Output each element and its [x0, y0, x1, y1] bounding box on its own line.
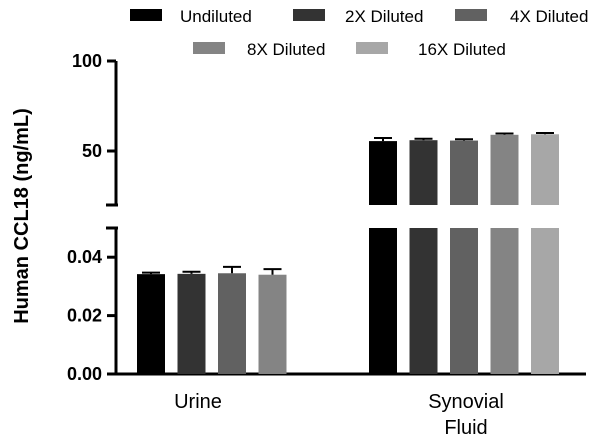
- bar: [531, 134, 559, 205]
- bar: [490, 228, 519, 374]
- legend-swatch: [356, 42, 388, 54]
- y-tick-label: 50: [82, 141, 102, 161]
- x-axis-labels: Urine Synovial Fluid: [174, 391, 504, 439]
- legend-label: 16X Diluted: [418, 40, 506, 59]
- legend: Undiluted 2X Diluted 4X Diluted 8X Diluted 1…: [130, 7, 588, 59]
- y-tick-label: 0.04: [67, 247, 102, 267]
- bar: [490, 134, 519, 205]
- legend-label: 2X Diluted: [345, 7, 423, 26]
- bars: [119, 132, 599, 374]
- bar: [218, 273, 246, 374]
- legend-label: 4X Diluted: [510, 7, 588, 26]
- bar: [450, 140, 478, 205]
- legend-swatch: [193, 42, 225, 54]
- axis-break-gap: [119, 206, 599, 227]
- y-tick-label: 0.00: [67, 364, 102, 384]
- legend-label: Undiluted: [180, 7, 252, 26]
- y-tick-label: 0.02: [67, 306, 102, 326]
- bar: [137, 274, 165, 374]
- bar: [258, 274, 287, 374]
- legend-swatch: [455, 9, 487, 21]
- legend-label: 8X Diluted: [247, 40, 325, 59]
- x-tick-label: Synovial: [428, 391, 504, 413]
- legend-swatch: [130, 9, 162, 21]
- bar: [369, 228, 397, 374]
- y-tick-label: 100: [72, 51, 102, 71]
- bar: [409, 228, 438, 374]
- bar: [409, 140, 438, 205]
- bar: [531, 228, 559, 374]
- x-tick-label: Fluid: [444, 417, 487, 439]
- bar: [369, 141, 397, 205]
- bar: [177, 273, 206, 374]
- y-axis-title: Human CCL18 (ng/mL): [11, 108, 33, 324]
- legend-swatch: [293, 9, 325, 21]
- bar: [450, 228, 478, 374]
- x-tick-label: Urine: [174, 391, 222, 413]
